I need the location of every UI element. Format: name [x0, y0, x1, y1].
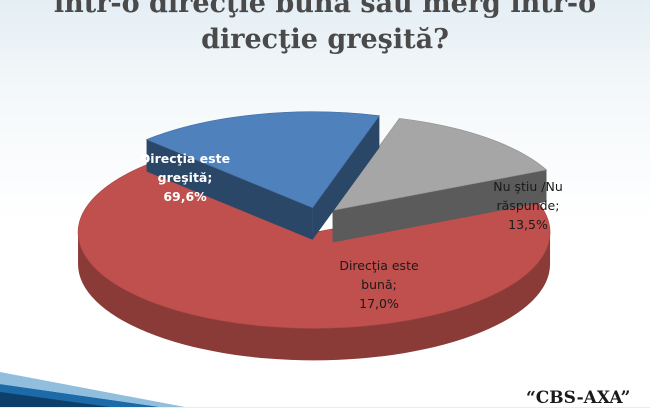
title-line-2: direcţie greşită? — [201, 24, 449, 55]
data-label-line: 13,5% — [508, 217, 548, 232]
pie-slice-wall — [312, 115, 380, 240]
data-label-nu-stiu: Nu ştiu /Nu răspunde; 13,5% — [493, 179, 563, 232]
pie-slice-rim — [78, 232, 551, 361]
data-label-line: bună; — [361, 277, 397, 292]
pie-slice-buna — [145, 111, 380, 240]
data-label-line: Direcţia este — [140, 151, 230, 166]
source-label: “CBS-AXA” — [526, 388, 631, 408]
data-label-text: Direcţia este bună; 17,0% — [339, 258, 419, 311]
pie-slice-nu-stiu — [331, 118, 548, 243]
data-label-text: Direcţia este greşită; 69,6% — [140, 151, 230, 204]
data-label-line: greşită; — [158, 170, 213, 185]
pie-slice-top — [77, 163, 551, 329]
pie-slice-wall — [146, 139, 313, 240]
data-label-line: Direcţia este — [339, 258, 419, 273]
title-line-1: într-o direcţie bună sau merg într-o — [53, 0, 597, 19]
pie-slice-top — [145, 111, 380, 209]
data-label-text: Nu ştiu /Nu răspunde; 13,5% — [493, 179, 563, 232]
pie-slice-top — [331, 118, 548, 211]
data-label-line: răspunde; — [497, 198, 560, 213]
data-label-gresita: Direcţia este greşită; 69,6% — [140, 151, 230, 204]
slide-title: într-o direcţie bună sau merg într-o dir… — [0, 0, 650, 58]
data-label-line: Nu ştiu /Nu — [493, 179, 563, 194]
data-label-buna: Direcţia este bună; 17,0% — [339, 258, 419, 311]
data-label-line: 69,6% — [163, 189, 207, 204]
pie-slice-wall — [332, 169, 547, 243]
data-label-line: 17,0% — [359, 296, 399, 311]
